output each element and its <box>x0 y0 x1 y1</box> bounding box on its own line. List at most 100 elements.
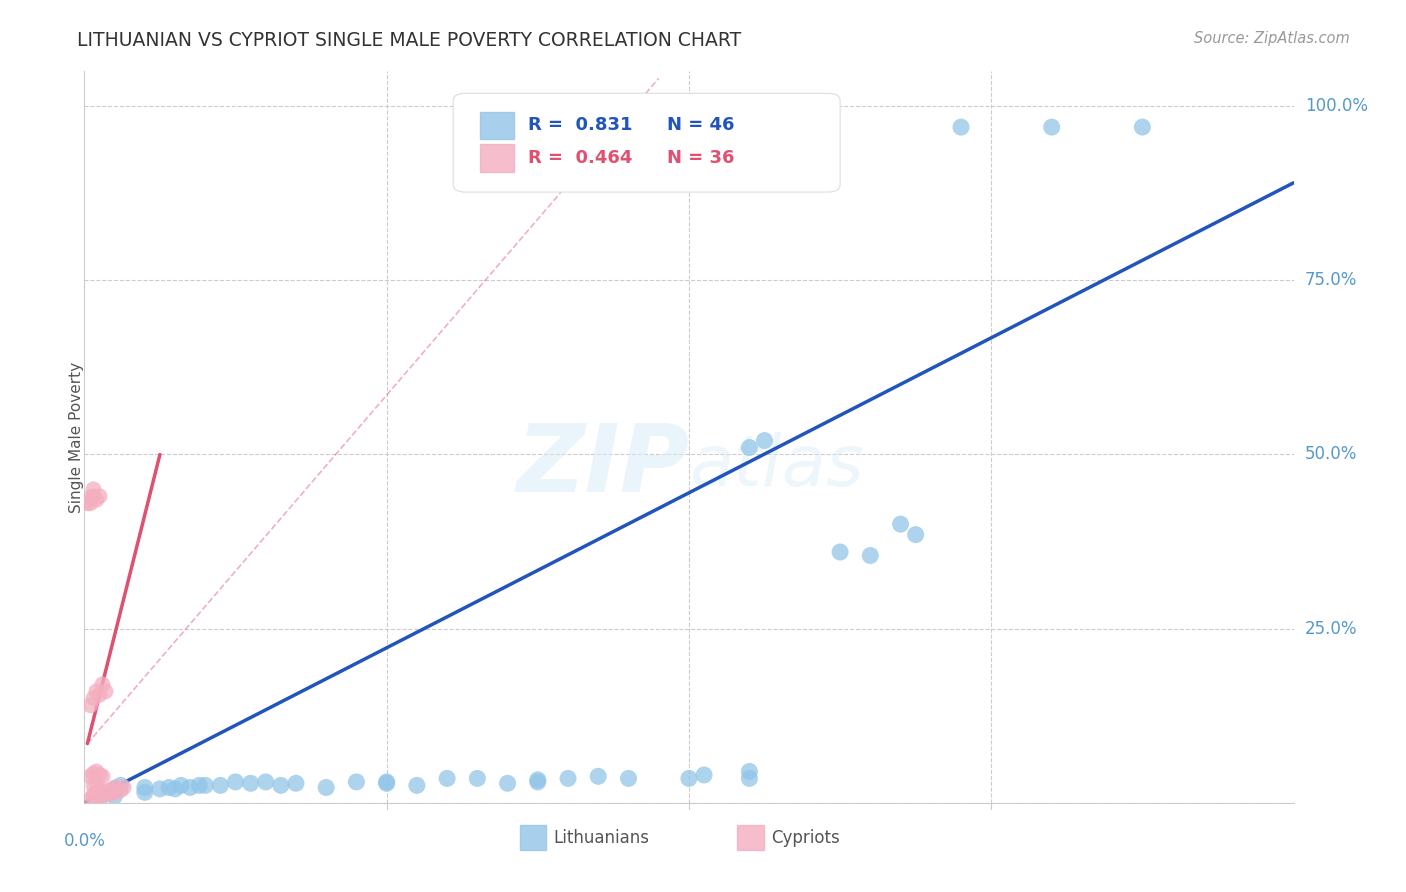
Point <box>89 783 111 797</box>
Point <box>254 775 277 789</box>
Point <box>134 780 156 795</box>
Point <box>104 789 127 803</box>
Point <box>94 785 117 799</box>
Point <box>104 781 127 796</box>
Point <box>110 783 132 797</box>
Point <box>79 792 101 806</box>
Text: R =  0.464: R = 0.464 <box>529 149 633 167</box>
Point <box>467 127 489 141</box>
Point <box>94 684 117 698</box>
Text: 50.0%: 50.0% <box>1305 445 1357 464</box>
Point <box>225 775 247 789</box>
Text: Source: ZipAtlas.com: Source: ZipAtlas.com <box>1194 31 1350 46</box>
Point <box>738 441 761 455</box>
Point <box>738 764 761 779</box>
Point <box>86 684 108 698</box>
Text: atlas: atlas <box>689 432 863 500</box>
Point <box>86 764 108 779</box>
Point <box>285 776 308 790</box>
Point <box>86 776 108 790</box>
Text: 100.0%: 100.0% <box>1305 97 1368 115</box>
Point <box>270 778 292 792</box>
Point <box>86 492 108 507</box>
Point <box>149 781 172 796</box>
Point <box>375 776 398 790</box>
Point <box>209 778 232 792</box>
Point <box>134 785 156 799</box>
Point <box>1040 120 1063 134</box>
Point <box>112 780 135 795</box>
Bar <box>737 825 763 850</box>
Point <box>527 772 550 787</box>
Bar <box>479 144 513 171</box>
Point <box>82 691 104 706</box>
Point <box>950 120 973 134</box>
Point <box>557 772 579 786</box>
Point <box>738 772 761 786</box>
Point <box>239 776 262 790</box>
Point <box>91 788 114 802</box>
Point <box>82 483 104 497</box>
Point <box>859 549 882 563</box>
Y-axis label: Single Male Poverty: Single Male Poverty <box>69 361 83 513</box>
Point <box>79 496 101 510</box>
FancyBboxPatch shape <box>453 94 841 192</box>
Point <box>527 775 550 789</box>
Point <box>89 792 111 806</box>
Point <box>194 778 217 792</box>
Bar <box>520 825 547 850</box>
Text: R =  0.831: R = 0.831 <box>529 117 633 135</box>
Bar <box>479 112 513 139</box>
Point <box>97 783 120 797</box>
Point <box>678 772 700 786</box>
Point <box>890 517 912 532</box>
Text: N = 46: N = 46 <box>668 117 735 135</box>
Point <box>86 790 108 805</box>
Point <box>496 776 519 790</box>
Point <box>436 772 458 786</box>
Text: N = 36: N = 36 <box>668 149 735 167</box>
Point <box>89 489 111 503</box>
Point <box>904 527 927 541</box>
Point <box>830 545 852 559</box>
Text: 0.0%: 0.0% <box>63 832 105 850</box>
Point <box>100 785 122 799</box>
Text: Lithuanians: Lithuanians <box>554 829 650 847</box>
Point <box>104 785 127 799</box>
Point <box>179 780 201 795</box>
Point <box>79 769 101 783</box>
Point <box>89 768 111 782</box>
Text: 25.0%: 25.0% <box>1305 620 1357 638</box>
Point <box>170 778 193 792</box>
Point <box>82 790 104 805</box>
Text: ZIP: ZIP <box>516 420 689 512</box>
Point <box>76 496 98 510</box>
Point <box>588 769 610 783</box>
Point <box>91 769 114 783</box>
Text: 75.0%: 75.0% <box>1305 271 1357 289</box>
Point <box>346 775 368 789</box>
Point <box>82 788 104 802</box>
Point <box>82 766 104 780</box>
Point <box>89 789 111 803</box>
Point <box>89 688 111 702</box>
Point <box>97 788 120 802</box>
Point <box>86 785 108 799</box>
Point <box>110 778 132 792</box>
Point <box>79 698 101 713</box>
Text: LITHUANIAN VS CYPRIOT SINGLE MALE POVERTY CORRELATION CHART: LITHUANIAN VS CYPRIOT SINGLE MALE POVERT… <box>77 31 741 50</box>
Point <box>82 489 104 503</box>
Point <box>467 772 489 786</box>
Point <box>157 780 180 795</box>
Point <box>91 677 114 691</box>
Point <box>375 775 398 789</box>
Point <box>82 778 104 792</box>
Point <box>188 778 211 792</box>
Point <box>315 780 337 795</box>
Point <box>693 768 716 782</box>
Point <box>79 491 101 505</box>
Point <box>406 778 429 792</box>
Point <box>104 780 127 795</box>
Point <box>617 772 640 786</box>
Text: Cypriots: Cypriots <box>770 829 839 847</box>
